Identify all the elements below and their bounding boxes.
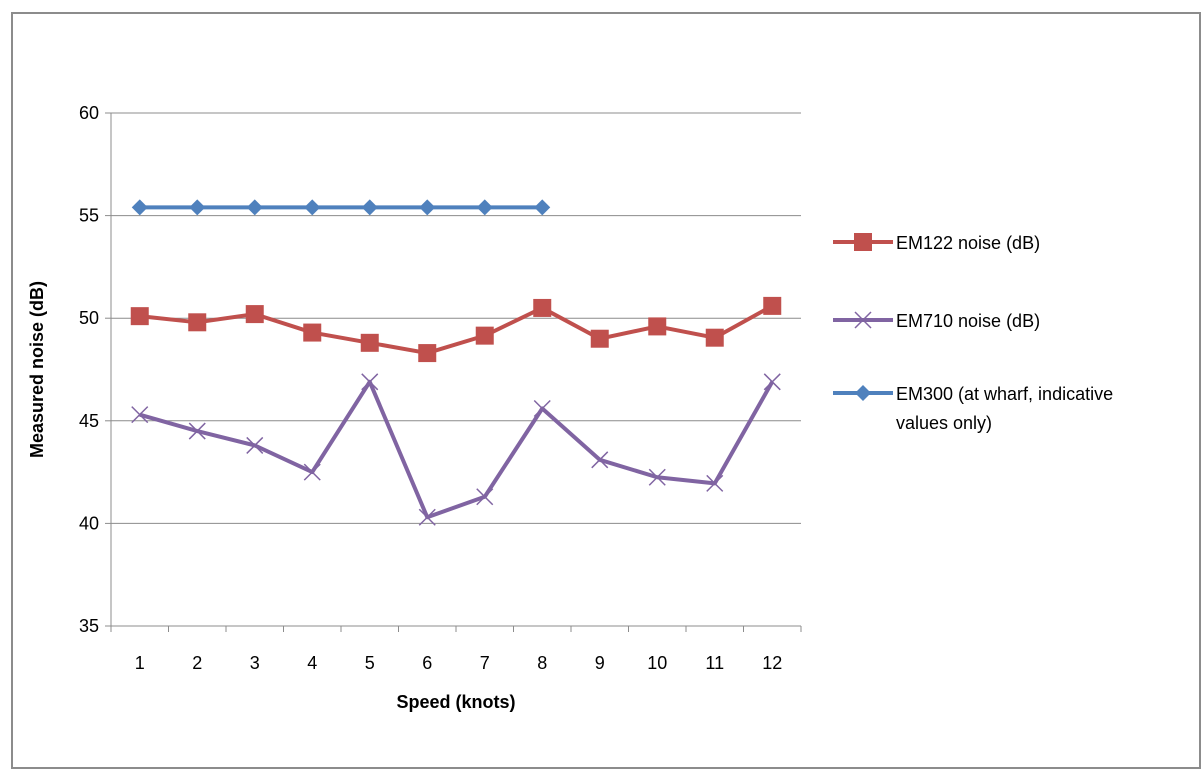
- data-point: [246, 199, 263, 216]
- x-tick-label: 7: [480, 653, 490, 673]
- x-tick-label: 4: [307, 653, 317, 673]
- data-point: [419, 199, 436, 216]
- data-point: [361, 199, 378, 216]
- x-tick-label: 11: [705, 653, 724, 673]
- data-point: [303, 463, 321, 481]
- x-tick-label: 8: [537, 653, 547, 673]
- data-point: [188, 422, 206, 440]
- series-0: [130, 296, 782, 363]
- legend: EM122 noise (dB) EM710 noise (dB) EM300 (a…: [833, 233, 1113, 433]
- series-layer: [130, 199, 782, 526]
- data-point: [763, 296, 782, 315]
- data-point: [131, 199, 148, 216]
- data-point: [304, 199, 321, 216]
- x-tick-label: 5: [365, 653, 375, 673]
- legend-marker: [855, 385, 871, 401]
- data-point: [418, 508, 436, 526]
- data-point: [534, 199, 551, 216]
- legend-marker: [854, 233, 872, 251]
- series-line: [139, 379, 774, 520]
- x-tick-label: 2: [192, 653, 202, 673]
- data-point: [245, 305, 264, 324]
- x-tick-labels: 1 2 3 4 5 6 7 8 9 10 11 12: [135, 653, 783, 673]
- data-point: [189, 199, 206, 216]
- legend-item: EM122 noise (dB): [833, 233, 1040, 253]
- y-tick-label: 35: [79, 616, 99, 636]
- legend-item: EM300 (at wharf, indicative values only): [833, 384, 1113, 433]
- data-point: [246, 436, 264, 454]
- data-point: [590, 329, 609, 348]
- axes: [105, 112, 802, 632]
- data-point: [418, 344, 437, 363]
- x-axis-title: Speed (knots): [396, 692, 515, 712]
- legend-marker: [854, 311, 872, 329]
- data-point: [130, 307, 149, 326]
- data-point: [361, 373, 379, 391]
- x-tick-label: 3: [250, 653, 260, 673]
- data-point: [131, 406, 149, 424]
- data-point: [475, 326, 494, 345]
- x-tick-label: 1: [135, 653, 145, 673]
- x-tick-label: 10: [647, 653, 667, 673]
- legend-label: EM300 (at wharf, indicative: [896, 384, 1113, 404]
- data-point: [706, 474, 724, 492]
- data-point: [648, 317, 667, 336]
- series-2: [131, 199, 551, 216]
- chart-frame: [11, 12, 1201, 769]
- data-point: [533, 399, 551, 418]
- y-tick-label: 45: [79, 411, 99, 431]
- x-tick-label: 6: [422, 653, 432, 673]
- x-tick-label: 12: [762, 653, 782, 673]
- data-point: [763, 373, 781, 391]
- y-tick-label: 60: [79, 103, 99, 123]
- legend-label: EM122 noise (dB): [896, 233, 1040, 253]
- y-tick-label: 50: [79, 308, 99, 328]
- data-point: [591, 451, 609, 469]
- data-point: [533, 298, 552, 317]
- data-point: [303, 323, 322, 342]
- legend-label: EM710 noise (dB): [896, 311, 1040, 331]
- series-1: [131, 373, 781, 526]
- y-tick-labels: 35 40 45 50 55 60: [79, 103, 99, 636]
- data-point: [705, 328, 724, 347]
- y-axis-title: Measured noise (dB): [27, 281, 47, 458]
- data-point: [360, 333, 379, 352]
- legend-item: EM710 noise (dB): [833, 311, 1040, 331]
- legend-label: values only): [896, 413, 992, 433]
- data-point: [476, 199, 493, 216]
- series-line: [139, 304, 774, 356]
- y-tick-label: 40: [79, 513, 99, 533]
- x-tick-label: 9: [595, 653, 605, 673]
- data-point: [188, 313, 207, 332]
- data-point: [476, 488, 494, 506]
- y-tick-label: 55: [79, 206, 99, 226]
- data-point: [648, 468, 666, 486]
